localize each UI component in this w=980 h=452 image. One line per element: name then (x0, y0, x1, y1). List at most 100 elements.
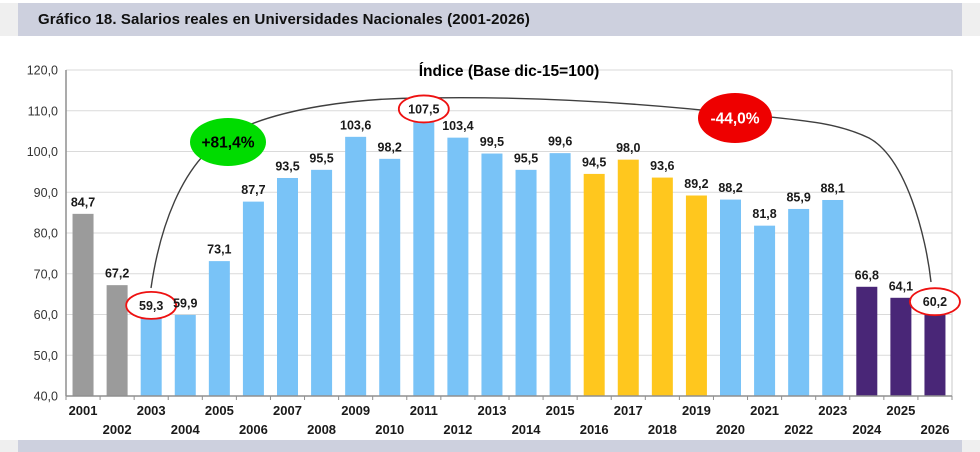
y-axis-label: 110,0 (28, 104, 58, 118)
x-axis-label: 2006 (239, 422, 268, 437)
bar-2002 (106, 285, 128, 396)
bar-2010 (379, 158, 401, 396)
bar-2019 (685, 195, 707, 396)
x-axis-label: 2020 (716, 422, 745, 437)
bar-value-label: 89,2 (684, 177, 708, 191)
x-axis-label: 2022 (784, 422, 813, 437)
bar-2005 (208, 261, 230, 396)
y-axis-label: 70,0 (34, 267, 58, 281)
annotation-text: -44,0% (710, 111, 759, 128)
bar-value-label: 98,2 (378, 140, 402, 154)
bar-2013 (481, 153, 503, 396)
bar-value-label: 84,7 (71, 195, 95, 209)
bar-value-label: 103,4 (442, 119, 473, 133)
annotation-ellipse-green (190, 118, 266, 166)
bar-2001 (72, 213, 94, 396)
left-page-edge (0, 3, 18, 36)
x-axis-label: 2002 (103, 422, 132, 437)
x-axis-label: 2009 (341, 403, 370, 418)
salary-index-bar-chart: 40,0 50,0 60,0 70,0 80,0 90,0 100,0 110,0 120,0 2… (27, 63, 961, 437)
bar-value-label: 103,6 (340, 118, 371, 132)
bar-value-label: 73,1 (207, 243, 231, 257)
bar-2015 (549, 153, 571, 396)
annotation-ellipse-red (698, 93, 772, 143)
bar-value-label: 99,6 (548, 135, 572, 149)
y-axis-label: 40,0 (34, 390, 58, 404)
x-axis-label: 2024 (852, 422, 882, 437)
bar-value-label: 95,5 (514, 151, 538, 165)
bar-2008 (311, 169, 333, 396)
bar-2016 (583, 173, 605, 396)
right-page-edge (962, 3, 980, 36)
bar-value-label: 98,0 (616, 141, 640, 155)
bar-value-label: 87,7 (241, 183, 265, 197)
x-axis-label: 2026 (921, 422, 950, 437)
y-axis-label: 90,0 (34, 186, 58, 200)
x-axis-label: 2003 (137, 403, 166, 418)
highlight-circle-2003 (125, 290, 178, 320)
y-axis-label: 100,0 (27, 145, 58, 159)
highlight-circle-2011 (397, 94, 450, 124)
bar-value-label: 99,5 (480, 135, 504, 149)
bar-2006 (242, 201, 264, 396)
bar-2026 (924, 313, 946, 396)
bar-2025 (890, 297, 912, 396)
x-axis-label: 2010 (375, 422, 404, 437)
highlight-circle-2026 (909, 287, 961, 317)
bar-value-label: 88,2 (718, 181, 742, 195)
bar-2018 (651, 177, 673, 396)
footer-row (0, 440, 980, 452)
x-axis-label: 2001 (69, 403, 98, 418)
bar-value-label: 81,8 (752, 207, 776, 221)
bar-value-label: 64,1 (889, 279, 913, 293)
x-axis-label: 2005 (205, 403, 234, 418)
left-page-edge-bottom (0, 440, 18, 452)
x-axis-label: 2018 (648, 422, 677, 437)
bar-value-label: 93,6 (650, 159, 674, 173)
bar-value-label: 93,5 (275, 159, 299, 173)
x-axis-label: 2008 (307, 422, 336, 437)
x-axis-label: 2011 (410, 403, 438, 418)
x-axis-label: 2013 (478, 403, 507, 418)
bar-value-label: 88,1 (821, 181, 845, 195)
x-axis-label: 2007 (273, 403, 302, 418)
bar-2024 (856, 286, 878, 396)
bar-value-label: 67,2 (105, 267, 129, 281)
x-axis-label: 2004 (171, 422, 201, 437)
y-axis-label: 60,0 (34, 308, 58, 322)
y-axis-label: 120,0 (27, 64, 58, 78)
x-axis-label: 2014 (512, 422, 542, 437)
bar-2022 (788, 208, 810, 396)
bar-value-label: 95,5 (309, 151, 333, 165)
bar-2003 (140, 317, 162, 396)
bar-value-label: 66,8 (855, 268, 879, 282)
annotation-text: +81,4% (201, 135, 254, 152)
right-page-edge-bottom (962, 440, 980, 452)
x-axis-label: 2021 (750, 403, 779, 418)
bar-2011 (413, 120, 435, 396)
bar-value-label: 59,9 (173, 296, 197, 310)
x-axis-label: 2017 (614, 403, 643, 418)
trend-curve (150, 96, 932, 289)
x-axis-label: 2016 (580, 422, 609, 437)
page-title: Gráfico 18. Salarios reales en Universid… (38, 11, 530, 28)
bar-2020 (720, 199, 741, 396)
bar-2021 (754, 225, 776, 396)
bar-value-label: 107,5 (408, 102, 439, 116)
bar-2009 (345, 136, 367, 396)
x-axis-label: 2012 (443, 422, 472, 437)
bar-2014 (515, 169, 537, 396)
bar-value-label: 60,2 (923, 295, 947, 309)
y-axis-label: 80,0 (34, 227, 58, 241)
chart-title: Índice (Base dic-15=100) (419, 63, 600, 80)
y-axis-label: 50,0 (34, 349, 58, 363)
x-axis-label: 2023 (818, 403, 847, 418)
bar-2012 (447, 137, 469, 396)
bar-2007 (277, 177, 298, 396)
bar-2017 (617, 159, 639, 396)
x-axis-label: 2019 (682, 403, 711, 418)
header-row: Gráfico 18. Salarios reales en Universid… (0, 3, 980, 36)
chart-header-bar: Gráfico 18. Salarios reales en Universid… (18, 3, 962, 36)
bar-value-label: 59,3 (139, 299, 163, 313)
